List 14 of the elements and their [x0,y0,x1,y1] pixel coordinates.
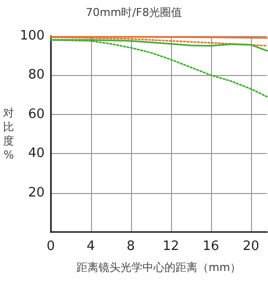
y-tick-label: 20 [28,185,45,200]
y-tick-label: 40 [28,146,45,162]
y-tick-label: 100 [20,28,45,44]
y-tick-label: 80 [28,68,45,83]
x-tick-label: 20 [242,239,260,254]
chart-title: 70mm时/F8光圈值 [86,6,182,19]
x-tick-label: 0 [46,239,55,254]
x-axis-title: 距离镜头光学中心的距离（mm） [76,261,242,274]
x-tick-label: 4 [86,239,95,254]
x-tick-label: 8 [126,239,135,254]
y-axis-title: 对比度% [3,106,14,162]
y-tick-label: 60 [28,106,45,122]
x-tick-label: 12 [162,239,180,254]
x-tick-label: 16 [202,239,220,254]
